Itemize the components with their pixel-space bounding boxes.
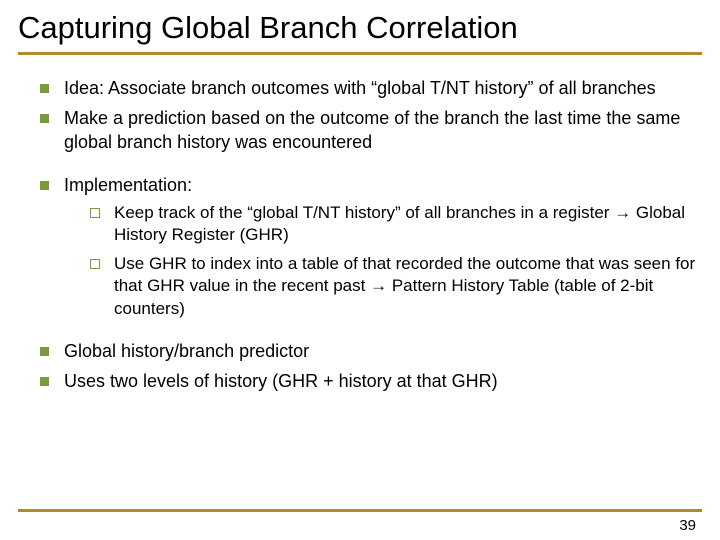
bullet-item: Implementation: Keep track of the “globa… xyxy=(46,174,702,320)
title-underline xyxy=(18,52,702,55)
bullet-text: Implementation: xyxy=(64,175,192,195)
sub-bullet-list: Keep track of the “global T/NT history” … xyxy=(64,202,702,320)
slide: Capturing Global Branch Correlation Idea… xyxy=(0,0,720,540)
spacer xyxy=(18,326,702,340)
bottom-underline xyxy=(18,509,702,512)
bullet-item: Make a prediction based on the outcome o… xyxy=(46,107,702,155)
sub-text: Keep track of the “global T/NT history” … xyxy=(114,203,614,222)
bullet-item: Uses two levels of history (GHR + histor… xyxy=(46,370,702,394)
spacer xyxy=(18,160,702,174)
bullet-list: Implementation: Keep track of the “globa… xyxy=(18,174,702,320)
arrow-icon: → xyxy=(370,276,387,295)
sub-bullet-item: Use GHR to index into a table of that re… xyxy=(96,253,702,320)
bullet-list: Idea: Associate branch outcomes with “gl… xyxy=(18,77,702,154)
bullet-item: Global history/branch predictor xyxy=(46,340,702,364)
bullet-item: Idea: Associate branch outcomes with “gl… xyxy=(46,77,702,101)
slide-title: Capturing Global Branch Correlation xyxy=(18,10,702,46)
bullet-list: Global history/branch predictor Uses two… xyxy=(18,340,702,394)
page-number: 39 xyxy=(679,517,696,534)
sub-bullet-item: Keep track of the “global T/NT history” … xyxy=(96,202,702,247)
arrow-icon: → xyxy=(614,203,631,222)
